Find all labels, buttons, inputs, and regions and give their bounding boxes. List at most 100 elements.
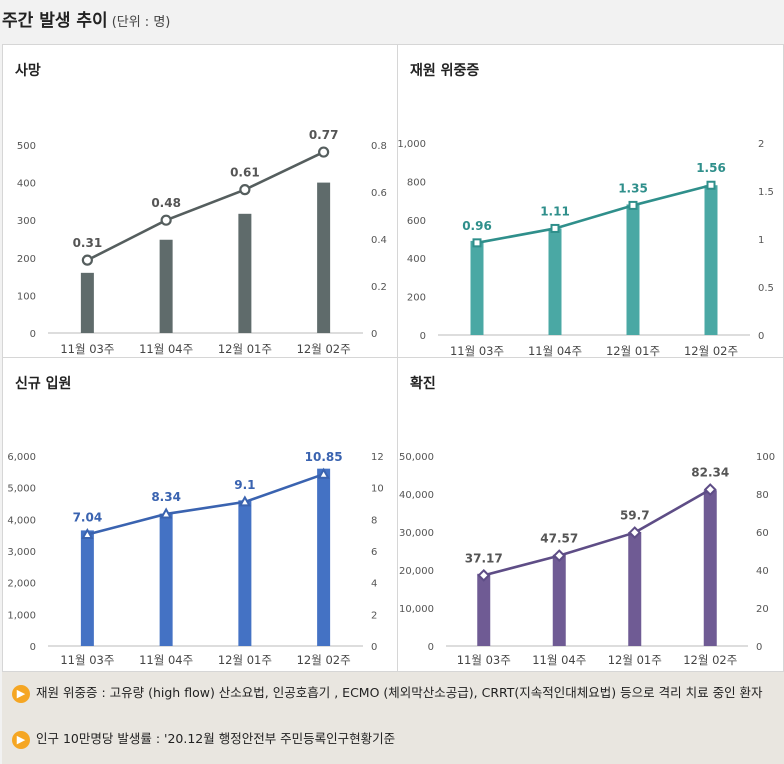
category-label: 12월 01주 [218,342,272,356]
data-label: 0.77 [309,128,339,142]
left-tick-label: 100 [17,291,36,302]
vertical-divider [397,45,398,671]
rate-line [476,183,712,245]
notes-box: ▶ 재원 위중증 : 고유량 (high flow) 산소요법, 인공호흡기 , … [2,672,784,764]
bar [477,573,491,646]
triangle-marker [238,495,252,507]
bar [317,468,331,646]
square-marker [472,238,482,248]
left-tick-label: 40,000 [399,490,434,501]
left-tick-label: 5,000 [7,484,36,495]
bar [159,513,173,646]
bar [552,554,566,646]
circle-marker [318,146,330,158]
data-label: 10.85 [305,450,343,464]
data-label: 47.57 [540,532,578,546]
unit-label: (단위 : 명) [111,15,171,30]
chart-svg: 신규 입원 0 1,000 2,000 3,000 4,000 5,000 6,000 0 2 4 6… [7,376,384,667]
category-label: 12월 02주 [683,653,737,667]
square-marker [706,180,716,190]
bar [470,240,484,335]
triangle-marker [317,467,330,479]
left-tick-label: 600 [407,216,426,227]
bar [548,228,562,335]
bar [704,185,718,335]
data-label: 0.48 [151,196,181,210]
chart-title: 사망 [15,62,41,79]
left-tick-label: 400 [407,254,426,265]
triangle-marker [159,507,173,519]
right-tick-label: 0 [758,331,764,342]
right-tick-label: 6 [371,547,377,558]
left-tick-label: 6,000 [7,452,36,463]
left-tick-label: 800 [407,177,426,188]
triangle-marker [81,527,94,540]
left-tick-label: 20,000 [399,566,434,577]
left-tick-label: 1,000 [398,139,426,150]
category-label: 11월 03주 [60,653,114,667]
right-tick-label: 0.8 [371,141,387,152]
category-label: 12월 01주 [608,653,662,667]
left-tick-label: 300 [17,216,36,227]
right-tick-label: 0 [756,642,762,653]
right-tick-label: 4 [371,579,377,590]
data-label: 1.56 [696,161,726,175]
data-label: 82.34 [691,466,729,480]
circle-marker [81,254,93,266]
chart-title: 신규 입원 [15,376,71,392]
left-tick-label: 10,000 [399,604,434,615]
square-marker [550,223,560,233]
bar [628,532,642,646]
category-label: 11월 03주 [450,344,504,357]
left-tick-label: 0 [30,642,36,653]
chart-svg: 사망 0 100 200 300 400 500 0 0.2 0.4 0.6 0.8 11월 03주 11… [15,62,387,356]
right-tick-label: 12 [371,452,384,463]
right-tick-label: 2 [371,610,377,621]
right-tick-label: 0.4 [371,235,387,246]
bar [626,204,640,335]
data-label: 9.1 [234,478,255,492]
category-label: 12월 01주 [218,653,272,667]
bar [238,213,252,333]
rate-line [86,150,325,262]
right-tick-label: 2 [758,139,764,150]
left-tick-label: 1,000 [7,610,36,621]
data-label: 8.34 [151,490,181,504]
category-label: 12월 02주 [684,344,738,357]
left-tick-label: 50,000 [399,452,434,463]
category-label: 11월 04주 [139,653,193,667]
left-tick-label: 200 [407,293,426,304]
data-label: 37.17 [465,551,503,565]
data-label: 0.31 [73,236,103,250]
chart-svg: 확진 0 10,000 20,000 30,000 40,000 50,000 0 20 40 60… [399,375,775,667]
data-label: 59.7 [620,509,650,523]
right-tick-label: 8 [371,515,377,526]
left-tick-label: 4,000 [7,515,36,526]
note-text: 인구 10만명당 발생률 : '20.12월 행정안전부 주민등록인구현황기준 [36,731,396,746]
note-text: 재원 위중증 : 고유량 (high flow) 산소요법, 인공호흡기 , E… [36,685,763,700]
left-tick-label: 200 [17,254,36,265]
bar [159,239,173,333]
chart-panel-confirmed: 확진 0 10,000 20,000 30,000 40,000 50,000 0 20 40 60… [398,358,783,671]
data-label: 0.61 [230,166,260,180]
page-title-text: 주간 발생 추이 [2,11,108,31]
chart-panel-deaths: 사망 0 100 200 300 400 500 0 0.2 0.4 0.6 0.8 11월 03주 11… [3,45,397,357]
bar [703,490,717,646]
horizontal-divider [3,357,783,358]
right-tick-label: 60 [756,528,769,539]
page-title: 주간 발생 추이 (단위 : 명) [2,6,170,31]
square-marker [628,200,638,210]
left-tick-label: 3,000 [7,547,36,558]
rate-line [87,472,325,536]
bar [80,530,94,646]
circle-marker [160,214,172,226]
left-tick-label: 500 [17,141,36,152]
chart-panel-hospitalized: 신규 입원 0 1,000 2,000 3,000 4,000 5,000 6,000 0 2 4 6… [3,358,397,671]
category-label: 12월 01주 [606,344,660,357]
right-tick-label: 100 [756,452,775,463]
right-tick-label: 1.5 [758,187,774,198]
category-label: 11월 04주 [139,342,193,356]
left-tick-label: 0 [30,329,36,340]
category-label: 12월 02주 [297,653,351,667]
data-label: 0.96 [462,219,492,233]
